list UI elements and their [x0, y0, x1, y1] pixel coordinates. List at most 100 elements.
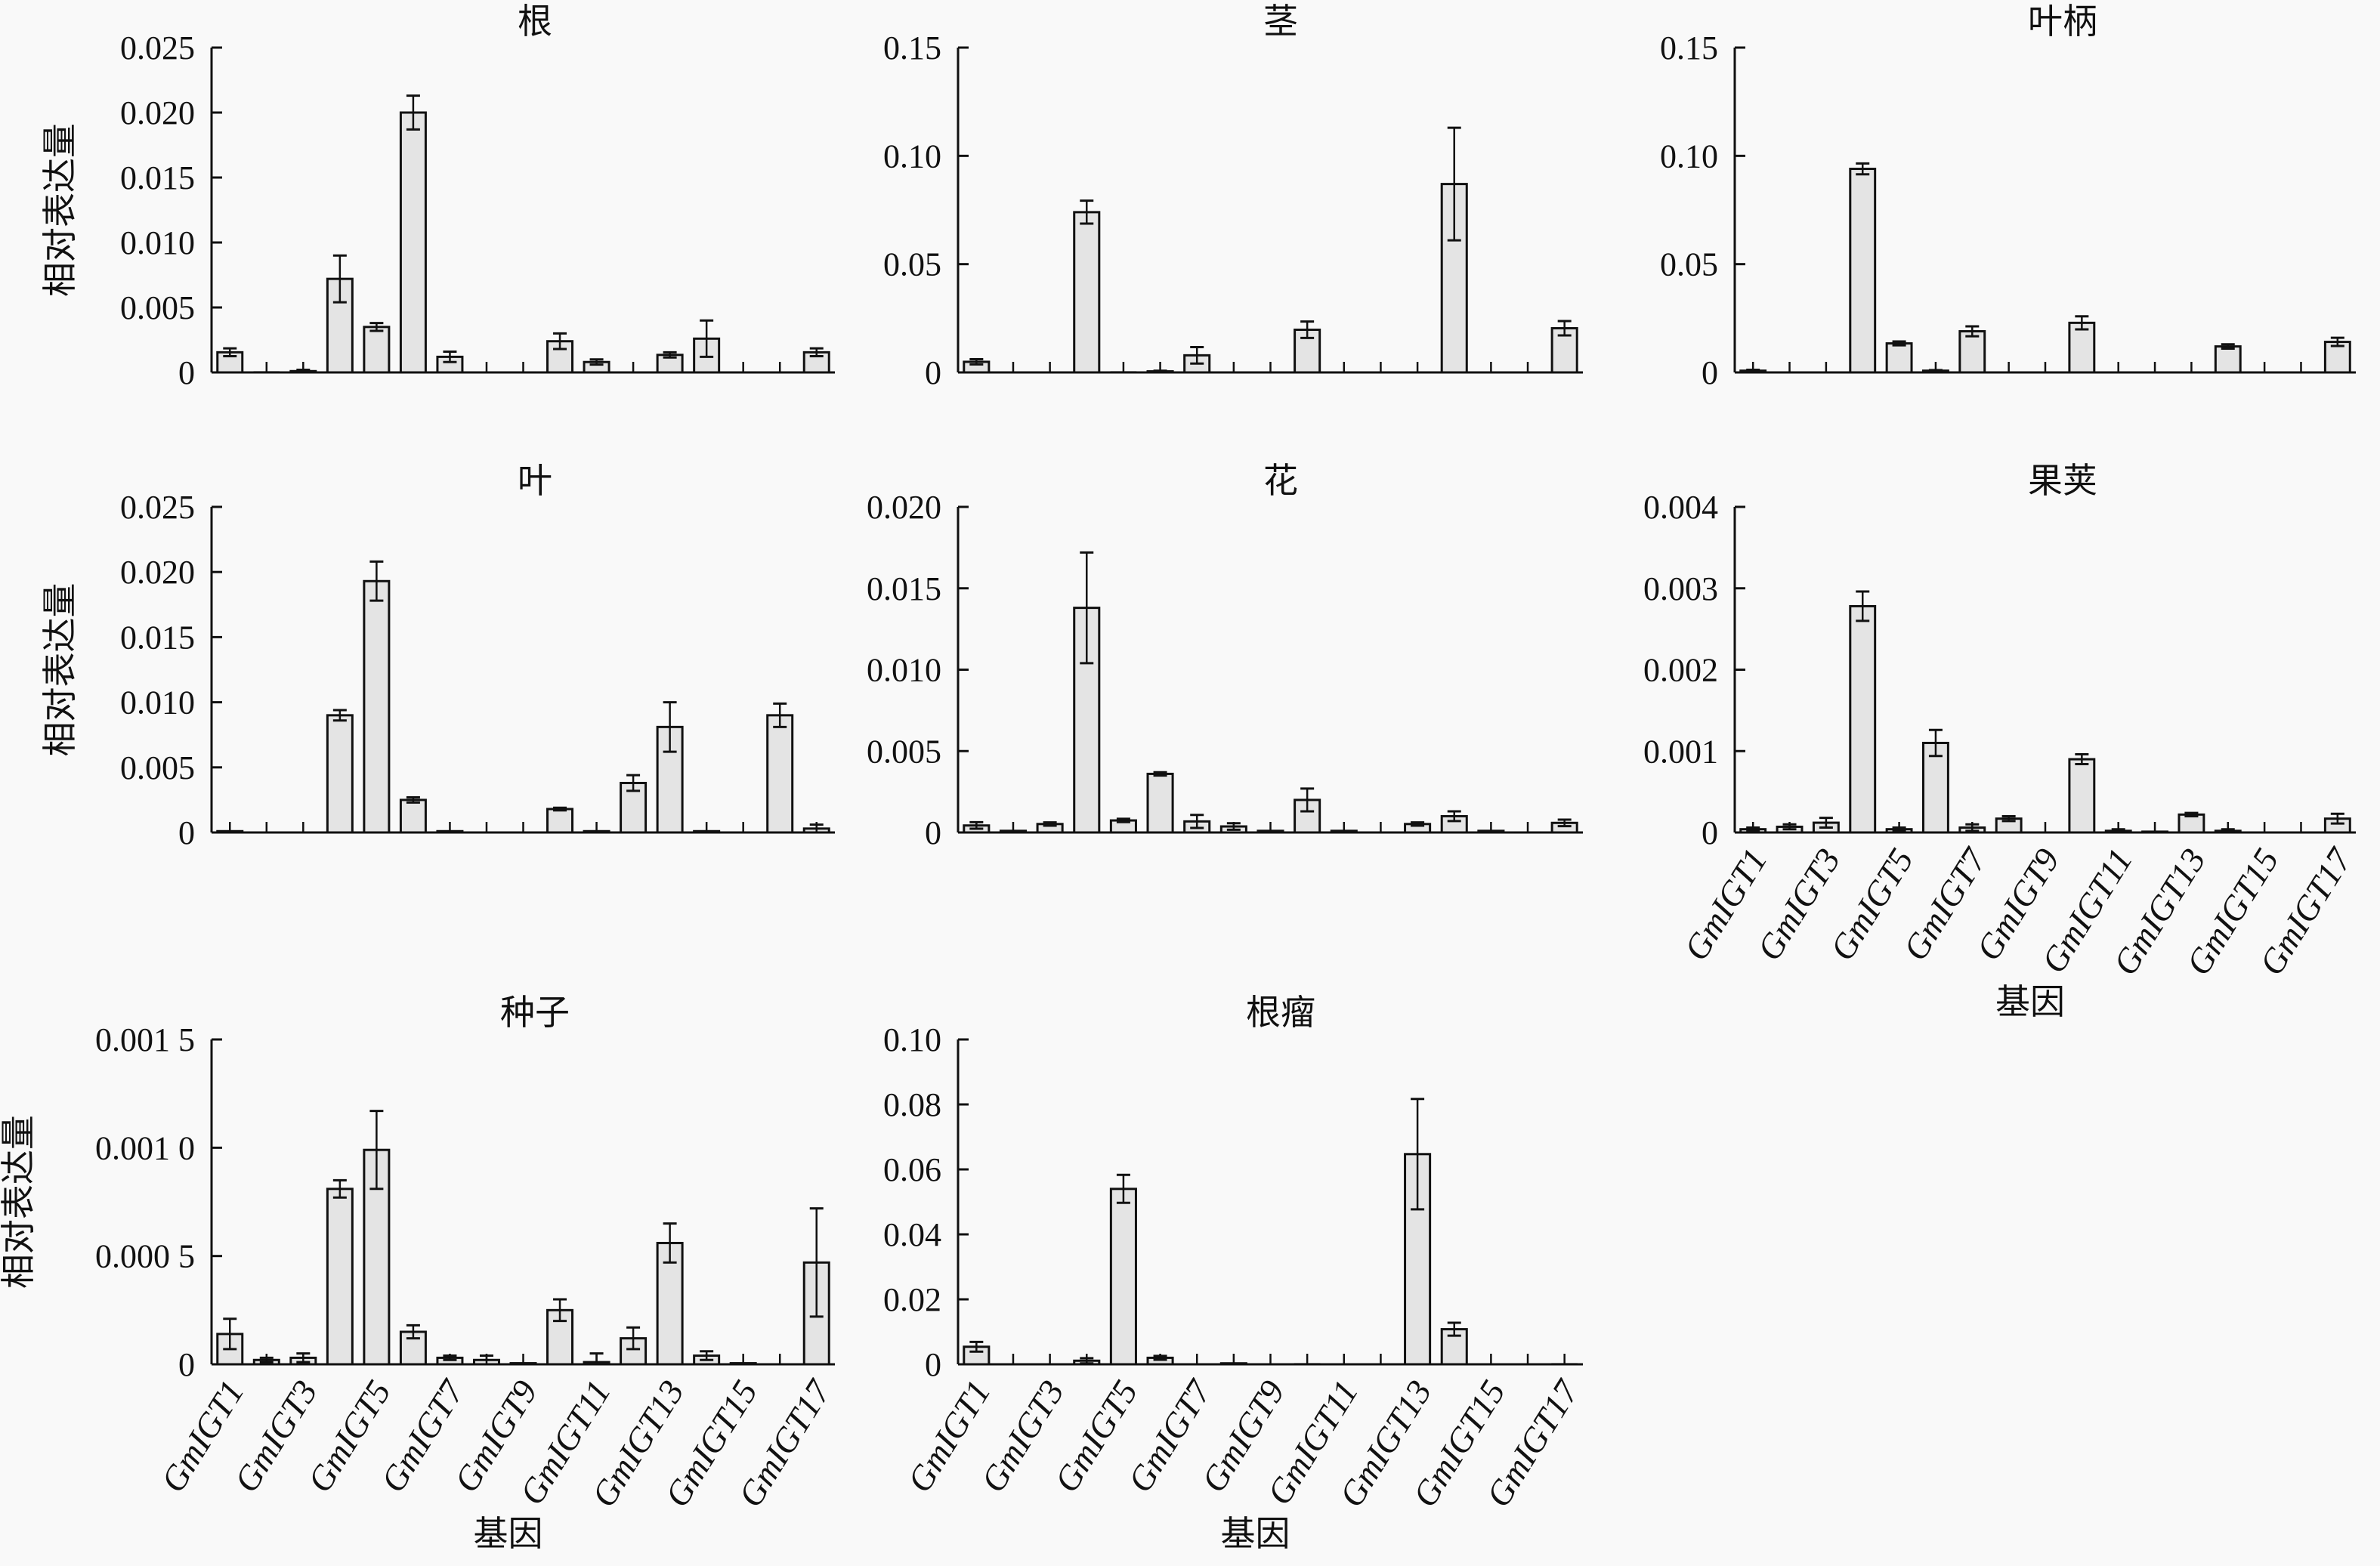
bar-group: [1995, 814, 2023, 834]
bar-group: [1551, 1354, 1578, 1365]
y-tick-label: 0.003: [1643, 570, 1718, 607]
bar: [326, 714, 354, 834]
panel-title: 种子: [500, 992, 570, 1033]
bar: [999, 829, 1028, 834]
bar-group: [363, 1110, 391, 1366]
bar-group: [2104, 822, 2132, 834]
y-tick-label: 0: [1702, 354, 1718, 391]
bar-group: [1514, 822, 1541, 833]
bar-group: [583, 1352, 610, 1366]
x-axis-title: 基因: [474, 1513, 543, 1554]
y-tick-label: 0.004: [1643, 489, 1718, 526]
bar-group: [2068, 315, 2096, 374]
y-tick-label: 0.10: [883, 137, 941, 175]
bar-group: [1183, 814, 1211, 834]
panel-title: 叶: [518, 460, 552, 501]
bar-group: [472, 1354, 500, 1366]
bar: [326, 1188, 354, 1366]
bar-group: [1922, 362, 1949, 374]
x-axis-title: 基因: [1221, 1513, 1290, 1554]
bar-group: [656, 351, 684, 374]
y-tick-label: 0.15: [883, 29, 941, 66]
bar-group: [802, 1207, 830, 1366]
bar-group: [1440, 810, 1468, 834]
y-tick-label: 0.025: [120, 489, 195, 526]
bar-group: [1294, 1354, 1321, 1365]
y-tick-label: 0.005: [120, 749, 195, 786]
y-tick-label: 0: [925, 1346, 941, 1383]
bar: [583, 829, 610, 834]
bar-group: [1109, 1173, 1137, 1366]
y-tick-label: 0: [178, 814, 195, 851]
y-tick-label: 0.10: [1660, 137, 1718, 175]
bar-group: [693, 822, 721, 834]
bar: [1146, 772, 1174, 834]
bar-group: [1404, 821, 1432, 834]
bar-group: [1110, 362, 1137, 373]
y-tick-label: 0: [925, 814, 941, 851]
bar-group: [802, 347, 830, 374]
bar: [1109, 1188, 1137, 1366]
bar-group: [1073, 199, 1101, 374]
y-tick-label: 0.010: [120, 224, 195, 261]
bar-group: [1146, 771, 1174, 834]
bar-group: [1440, 1321, 1468, 1366]
y-tick-label: 0: [178, 1346, 195, 1383]
bar-group: [656, 701, 684, 834]
y-tick-label: 0.020: [867, 489, 941, 526]
bar-group: [2178, 811, 2205, 834]
y-tick-label: 0.010: [867, 652, 941, 689]
bar-group: [216, 822, 244, 834]
y-tick-label: 0.001: [1643, 733, 1718, 770]
bar-group: [216, 347, 244, 374]
panel-title: 花: [1263, 460, 1298, 501]
bar-group: [1404, 1098, 1432, 1366]
bar-group: [1036, 821, 1064, 834]
y-tick-label: 0.000 5: [95, 1238, 195, 1275]
panel-title: 根: [518, 1, 552, 42]
bar: [1849, 604, 1877, 834]
bar: [1477, 829, 1505, 834]
bar: [656, 1241, 684, 1366]
bar-group: [656, 1222, 684, 1366]
bar-group: [399, 94, 427, 374]
bar-group: [1331, 362, 1358, 373]
bar-group: [1922, 728, 1949, 834]
y-tick-label: 0.015: [120, 619, 195, 656]
bar-group: [252, 1354, 280, 1366]
bar: [1922, 741, 1949, 834]
bar: [1885, 342, 1913, 374]
bar-group: [436, 350, 464, 374]
bar-group: [583, 358, 610, 374]
y-tick-label: 0.15: [1660, 29, 1718, 66]
bar: [436, 829, 464, 834]
bar: [766, 714, 794, 834]
bar-group: [1146, 362, 1174, 374]
bar-group: [963, 820, 991, 834]
y-tick-label: 0.020: [120, 94, 195, 131]
bar: [546, 808, 574, 834]
bar-group: [1440, 126, 1468, 374]
bar-group: [963, 1340, 991, 1366]
y-axis-title: 相对表达量: [39, 123, 80, 297]
y-tick-label: 0: [178, 354, 195, 391]
bar-group: [1294, 320, 1321, 374]
y-tick-label: 0.04: [883, 1216, 941, 1253]
bar-group: [730, 362, 756, 373]
bar-group: [2214, 343, 2242, 374]
bar-group: [1849, 590, 1877, 834]
y-tick-label: 0.001 0: [95, 1129, 195, 1166]
bar-group: [1294, 787, 1321, 834]
bar-group: [1146, 1354, 1174, 1366]
bar-group: [2323, 812, 2351, 834]
bar-group: [363, 322, 391, 374]
panel-2: 茎 0 0.05 0.10 0.15: [883, 1, 1583, 391]
panel-5: 花 0 0.005 0.010 0.015 0.020: [867, 460, 1583, 851]
bar-group: [1550, 320, 1578, 374]
bar: [1073, 211, 1101, 374]
bar-group: [289, 362, 317, 374]
bar-group: [1256, 822, 1284, 834]
bar-group: [1219, 822, 1247, 834]
bar-group: [1404, 362, 1431, 373]
